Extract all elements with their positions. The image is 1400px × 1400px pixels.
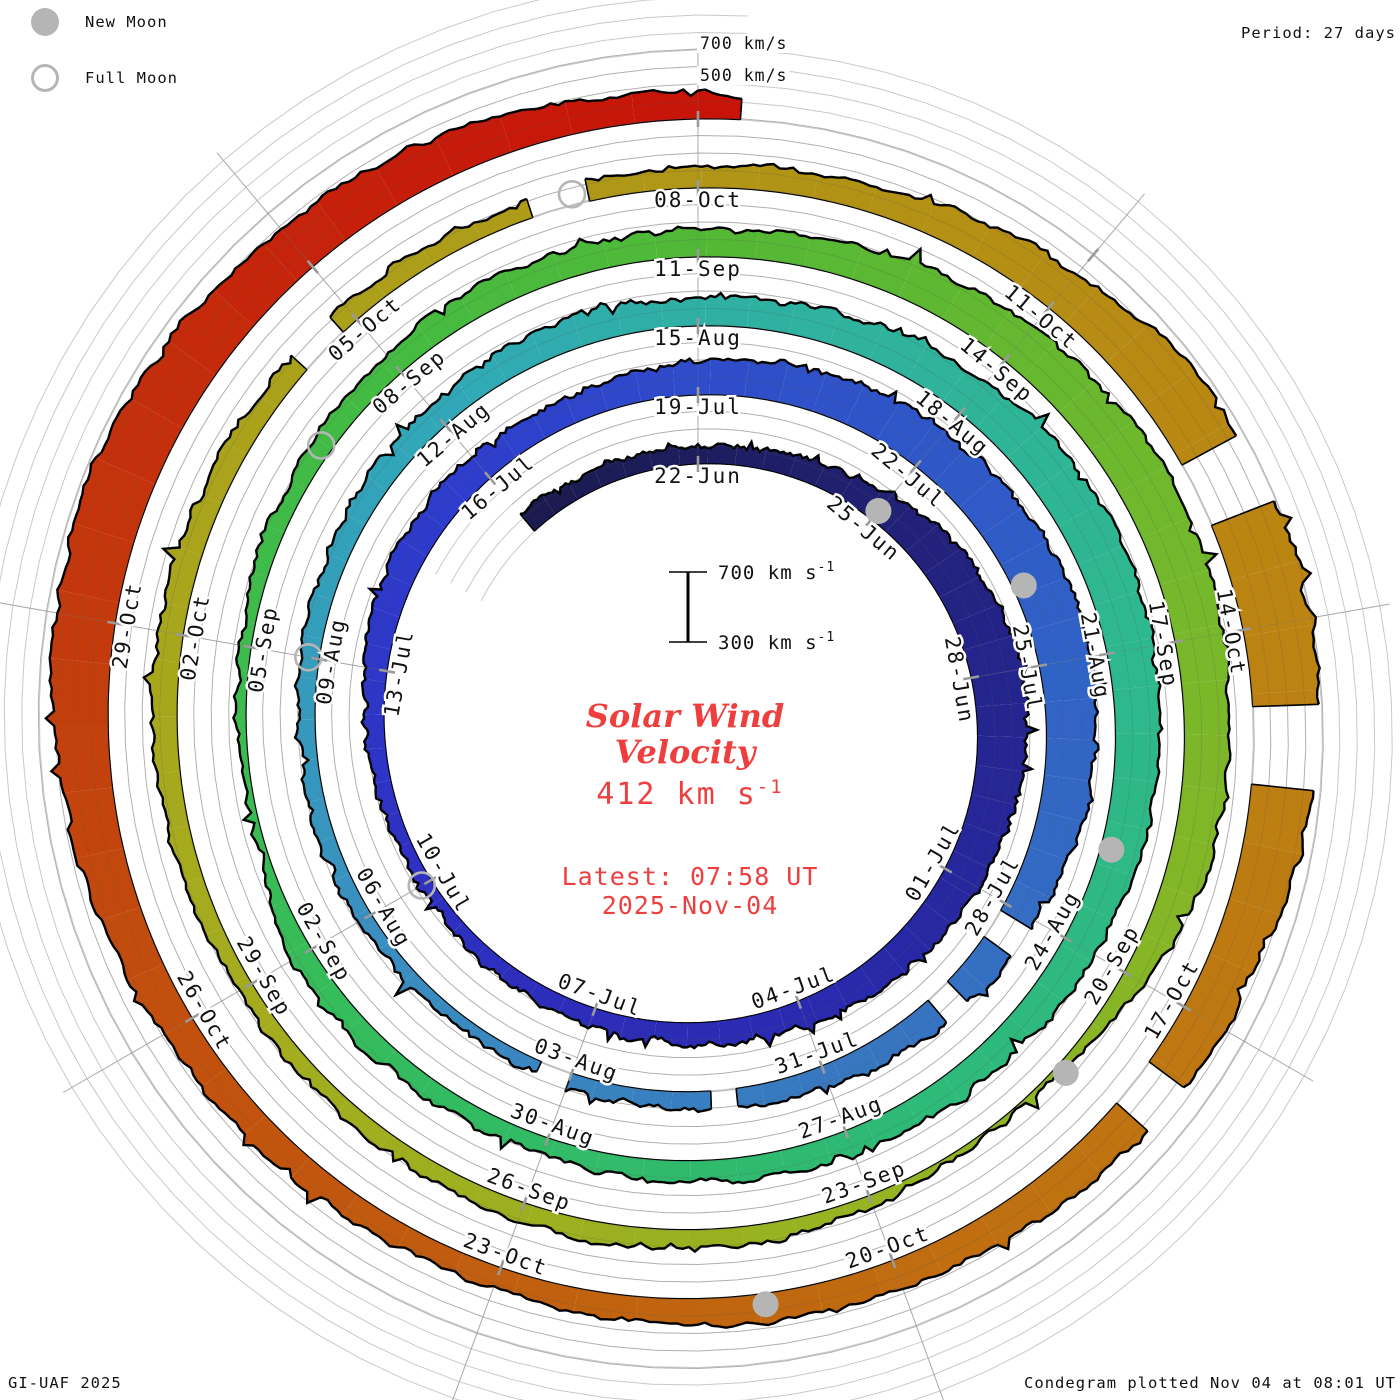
- new-moon-marker: [1052, 1059, 1079, 1086]
- date-label: 11-Sep: [654, 257, 742, 281]
- full-moon-marker: [407, 871, 437, 900]
- credit-label: GI-UAF 2025: [8, 1374, 122, 1392]
- new-moon-marker: [1010, 572, 1037, 599]
- current-velocity-exponent: -1: [756, 776, 784, 798]
- period-label: Period: 27 days: [1241, 24, 1396, 42]
- legend-full-moon: Full Moon: [31, 64, 178, 92]
- date-label: 08-Oct: [654, 188, 742, 212]
- legend-new-moon: New Moon: [31, 8, 168, 36]
- gridline-label-500: 500 km/s: [697, 66, 791, 85]
- new-moon-marker: [1098, 836, 1125, 863]
- date-label: 22-Jun: [654, 464, 742, 488]
- full-moon-label: Full Moon: [85, 69, 178, 87]
- new-moon-label: New Moon: [85, 13, 168, 31]
- latest-timestamp: Latest: 07:58 UT 2025-Nov-04: [490, 862, 890, 920]
- date-label: 19-Jul: [654, 395, 742, 419]
- velocity-scale-bar: 700 km s-1 300 km s-1: [669, 560, 835, 654]
- plotted-timestamp: Condegram plotted Nov 04 at 08:01 UT: [1024, 1374, 1396, 1392]
- chart-title-line2: Velocity: [614, 733, 756, 771]
- svg-text:700 km s-1: 700 km s-1: [718, 560, 835, 584]
- moon-markers: [294, 179, 1125, 1318]
- full-moon-marker: [306, 431, 336, 460]
- current-velocity-value: 412 km s-1: [490, 776, 890, 812]
- latest-time-line: Latest: 07:58 UT: [561, 862, 819, 891]
- svg-text:300 km s-1: 300 km s-1: [718, 630, 835, 654]
- current-velocity-text: 412 km s: [596, 777, 757, 812]
- full-moon-marker: [294, 642, 323, 672]
- gridline-label-700: 700 km/s: [697, 34, 791, 53]
- full-moon-icon: [31, 64, 59, 92]
- chart-title: Solar Wind Velocity: [520, 698, 850, 770]
- full-moon-marker: [557, 179, 587, 209]
- new-moon-icon: [31, 8, 59, 36]
- chart-title-line1: Solar Wind: [585, 697, 785, 735]
- new-moon-marker: [752, 1291, 779, 1318]
- new-moon-marker: [865, 497, 892, 524]
- latest-date-line: 2025-Nov-04: [601, 891, 779, 920]
- date-label: 15-Aug: [654, 326, 742, 350]
